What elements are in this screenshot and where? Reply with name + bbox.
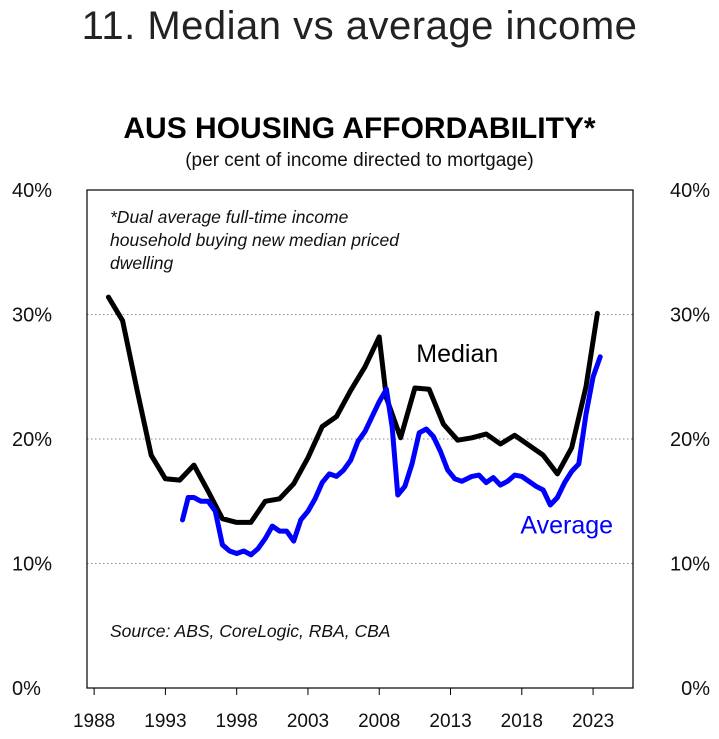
- y-tick-label-left: 30%: [12, 305, 52, 327]
- y-tick-label-right: 40%: [670, 180, 710, 202]
- chart-notes: Median Average *Dual average full-time inc…: [110, 207, 613, 641]
- y-tick-label-right: 0%: [681, 678, 710, 700]
- x-tick-label: 2023: [572, 711, 614, 732]
- series-label-median: Median: [416, 340, 498, 368]
- chart-title: AUS HOUSING AFFORDABILITY*: [123, 112, 596, 145]
- y-tick-label-left: 40%: [12, 180, 52, 202]
- chart-subtitle: (per cent of income directed to mortgage…: [185, 150, 534, 171]
- x-tick-label: 2013: [429, 711, 471, 732]
- y-tick-label-right: 10%: [670, 554, 710, 576]
- tick-marks: [93, 688, 594, 695]
- y-tick-label-right: 20%: [670, 429, 710, 451]
- y-tick-label-right: 30%: [670, 305, 710, 327]
- footnote-line: *Dual average full-time income: [110, 207, 349, 227]
- series-line-average: [180, 354, 603, 558]
- series-line-median: [105, 294, 600, 525]
- series-layer: [105, 294, 603, 558]
- source-note: Source: ABS, CoreLogic, RBA, CBA: [110, 621, 390, 641]
- series-label-average: Average: [520, 512, 613, 540]
- footnote-line: dwelling: [110, 253, 173, 273]
- tick-labels: 0% 0% 10% 10% 20% 20% 30% 30% 40% 40% 1988 1993 1998…: [12, 180, 710, 732]
- x-tick-label: 2018: [501, 711, 543, 732]
- footnote-line: household buying new median priced: [110, 230, 400, 250]
- y-tick-label-left: 10%: [12, 554, 52, 576]
- x-tick-label: 1998: [216, 711, 258, 732]
- y-tick-label-left: 20%: [12, 429, 52, 451]
- x-tick-label: 1993: [144, 711, 186, 732]
- x-tick-label: 1988: [73, 711, 115, 732]
- slide-title: 11. Median vs average income: [81, 4, 638, 48]
- plot-frame: [86, 189, 634, 689]
- y-tick-label-left: 0%: [12, 678, 41, 700]
- x-tick-label: 2003: [287, 711, 329, 732]
- x-tick-label: 2008: [358, 711, 400, 732]
